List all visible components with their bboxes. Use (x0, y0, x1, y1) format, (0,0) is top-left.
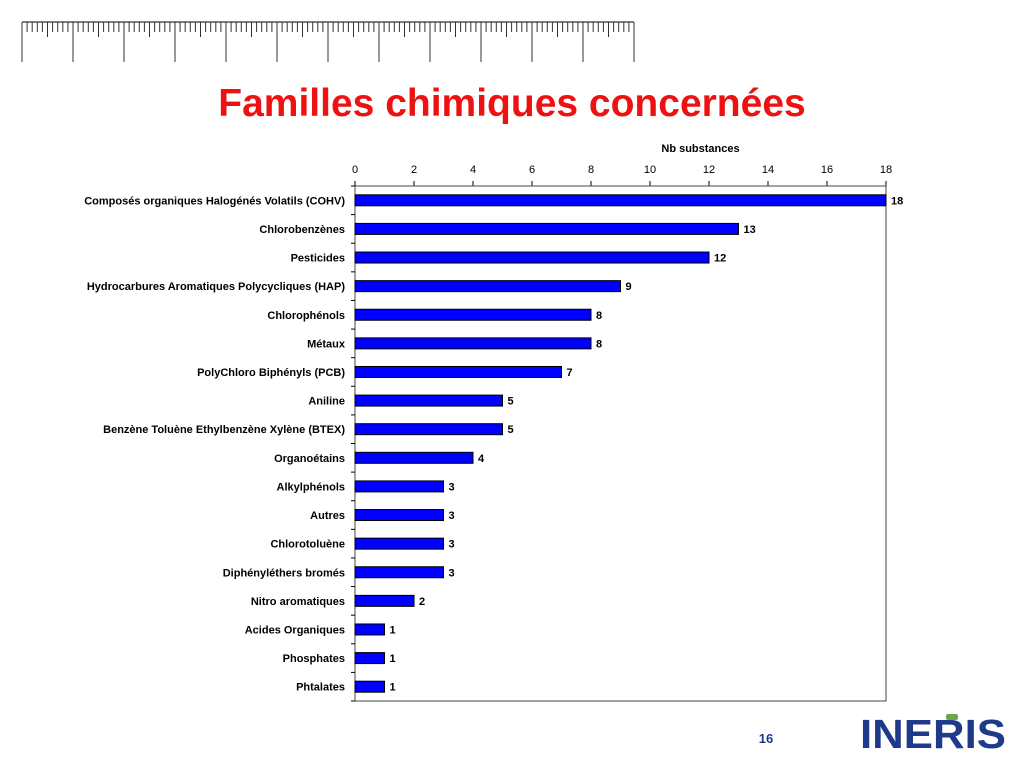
bar (354, 365, 562, 378)
x-tick-label: 14 (762, 164, 774, 176)
bar (354, 394, 503, 407)
decorative-ruler (21, 21, 635, 62)
category-label: Composés organiques Halogénés Volatils (… (84, 195, 345, 207)
bar (354, 194, 887, 207)
slide-title: Familles chimiques concernées (218, 82, 806, 125)
category-label: Chlorobenzènes (259, 224, 345, 236)
bar (354, 280, 621, 293)
category-label: Chlorotoluène (270, 539, 345, 551)
data-label: 4 (478, 453, 485, 465)
page-number: 16 (758, 731, 774, 746)
data-label: 7 (567, 367, 573, 379)
x-tick-label: 10 (644, 164, 656, 176)
x-tick-label: 12 (703, 164, 715, 176)
category-label: Autres (310, 510, 345, 522)
data-label: 12 (714, 253, 726, 265)
bar (354, 451, 474, 464)
bar (354, 251, 710, 264)
category-label: PolyChloro Biphényls (PCB) (197, 367, 345, 379)
bar (354, 680, 385, 693)
category-label: Phtalates (296, 682, 345, 694)
data-label: 1 (390, 653, 396, 665)
bar (354, 537, 444, 550)
category-label: Hydrocarbures Aromatiques Polycycliques … (87, 281, 346, 293)
data-label: 5 (508, 424, 514, 436)
bar (354, 480, 444, 493)
bar (354, 509, 444, 522)
bar (354, 652, 385, 665)
category-label: Chlorophénols (267, 310, 345, 322)
x-tick-label: 8 (588, 164, 594, 176)
category-label: Métaux (307, 338, 346, 350)
x-tick-label: 2 (411, 164, 417, 176)
data-label: 18 (891, 195, 903, 207)
category-label: Diphényléthers bromés (223, 567, 345, 579)
data-label: 8 (596, 338, 602, 350)
logo-accent-mark (946, 714, 958, 720)
data-label: 9 (626, 281, 632, 293)
x-tick-label: 18 (880, 164, 892, 176)
category-label: Aniline (308, 396, 345, 408)
data-label: 1 (390, 682, 396, 694)
bar (354, 566, 444, 579)
bar (354, 423, 503, 436)
x-tick-label: 0 (352, 164, 358, 176)
category-label: Alkylphénols (277, 481, 345, 493)
bar (354, 337, 592, 350)
data-label: 1 (390, 624, 396, 636)
category-label: Phosphates (283, 653, 345, 665)
data-label: 13 (744, 224, 756, 236)
category-label: Nitro aromatiques (251, 596, 345, 608)
bar (354, 222, 739, 235)
category-label: Benzène Toluène Ethylbenzène Xylène (BTE… (103, 424, 345, 436)
data-label: 3 (449, 567, 455, 579)
data-label: 2 (419, 596, 425, 608)
x-tick-label: 4 (470, 164, 476, 176)
data-label: 3 (449, 481, 455, 493)
data-label: 3 (449, 510, 455, 522)
bar (354, 308, 592, 321)
x-tick-label: 6 (529, 164, 535, 176)
ineris-logo: INERIS (860, 712, 1006, 756)
data-label: 3 (449, 539, 455, 551)
logo-text: INERIS (860, 712, 1006, 756)
bar (354, 594, 415, 607)
category-label: Pesticides (291, 253, 345, 265)
data-label: 5 (508, 396, 514, 408)
data-label: 8 (596, 310, 602, 322)
bar (354, 623, 385, 636)
x-tick-label: 16 (821, 164, 833, 176)
x-axis-title: Nb substances (661, 143, 739, 155)
category-label: Organoétains (274, 453, 345, 465)
category-label: Acides Organiques (245, 624, 345, 636)
